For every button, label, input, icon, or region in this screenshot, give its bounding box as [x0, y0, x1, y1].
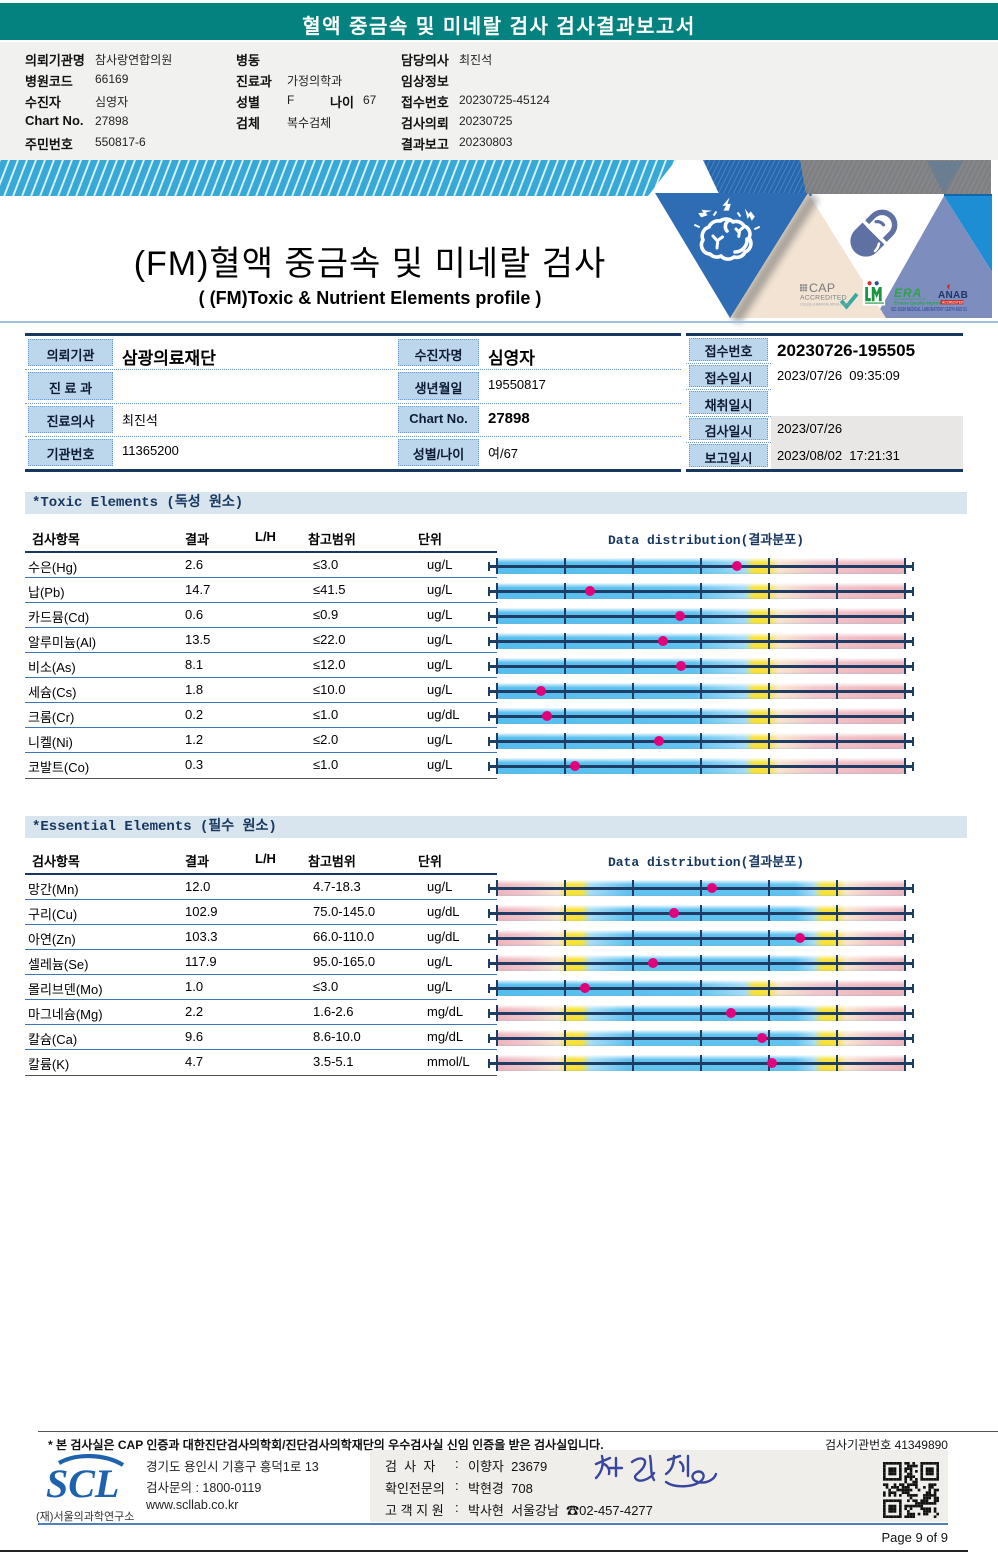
- svg-text:ANAB: ANAB: [938, 290, 968, 301]
- svg-text:ACCREDITED: ACCREDITED: [800, 294, 847, 301]
- svg-text:SCL: SCL: [46, 1461, 119, 1506]
- svg-text:ACCREDITED: ACCREDITED: [942, 301, 964, 305]
- svg-text:ERA: ERA: [894, 286, 922, 300]
- svg-text:Ensure Quality Improvement: Ensure Quality Improvement: [894, 301, 954, 306]
- svg-text:COLLEGE of AMERICAN PATHOLOGIS: COLLEGE of AMERICAN PATHOLOGISTS: [800, 301, 850, 306]
- svg-text:ISO 15189 MEDICAL LABORATORY C: ISO 15189 MEDICAL LABORATORY CERT# 4587.…: [891, 307, 967, 313]
- svg-text:CAP: CAP: [809, 281, 836, 295]
